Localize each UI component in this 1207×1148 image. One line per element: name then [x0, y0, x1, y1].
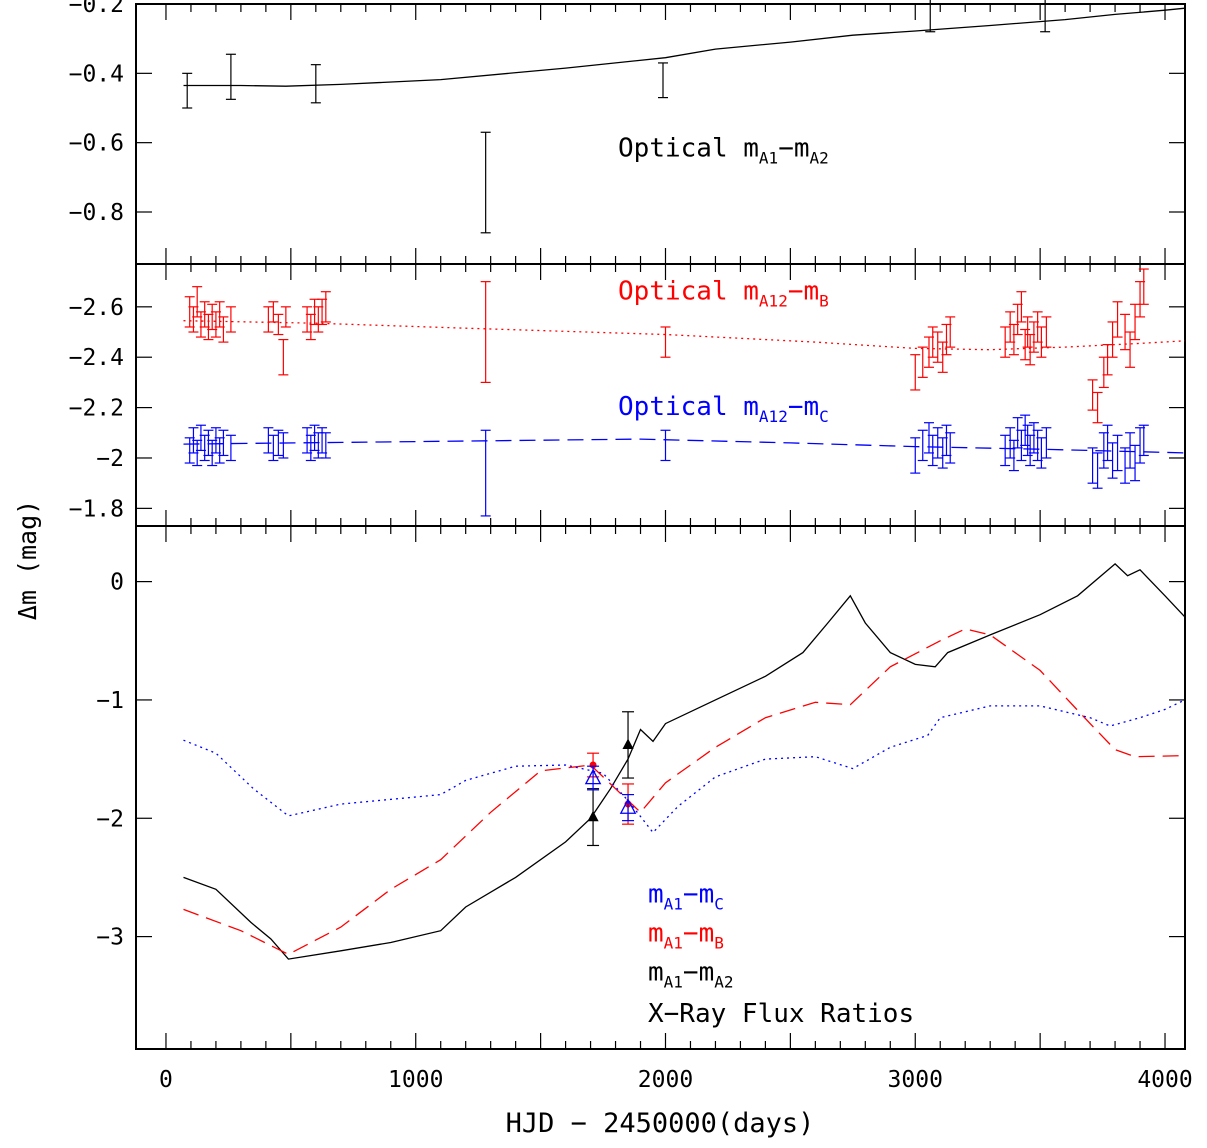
x-tick-label: 0: [159, 1067, 173, 1093]
y-tick-label-top: −0.4: [69, 61, 124, 87]
y-tick-label-middle: −1.8: [69, 496, 124, 522]
y-tick-label-middle: −2.2: [69, 396, 124, 422]
panel-label-bottom-2: mA1−mB: [648, 918, 724, 952]
y-tick-label-middle: −2: [96, 446, 124, 472]
series-line-top-0: [183, 7, 1186, 87]
panel-label-bottom-3: mA1−mC: [648, 879, 724, 913]
y-tick-label-top: −0.8: [69, 200, 124, 226]
panel-frame-bottom: [135, 525, 1186, 1050]
y-tick-label-top: −0.6: [69, 131, 124, 157]
data-point-0: [587, 810, 599, 822]
y-tick-label-bottom: 0: [110, 570, 124, 596]
x-tick-label: 1000: [388, 1067, 443, 1093]
series-line-bottom-0: [183, 563, 1186, 960]
data-point-0: [622, 738, 634, 750]
panel-label-top-0: Optical mA1−mA2: [618, 134, 829, 168]
plot-layer: −0.2 −0.4 −0.6 −0.8 Optical mA1−mA2 −2.6 −2.4 −…: [69, 0, 1193, 1093]
y-tick-label-middle: −2.6: [69, 295, 124, 321]
panel-label-bottom-0: X−Ray Flux Ratios: [648, 999, 914, 1029]
panel-label-middle-0: Optical mA12−mB: [618, 276, 829, 310]
x-tick-label: 4000: [1137, 1067, 1192, 1093]
y-tick-label-bottom: −1: [96, 688, 124, 714]
x-tick-label: 3000: [888, 1067, 943, 1093]
panel-label-bottom-1: mA1−mA2: [648, 957, 734, 991]
data-point-2: [619, 798, 637, 814]
y-axis-title: Δm (mag): [13, 500, 42, 620]
y-tick-label-top: −0.2: [69, 0, 124, 18]
series-line-bottom-2: [183, 699, 1186, 834]
data-point-2: [584, 768, 602, 785]
y-tick-label-bottom: −3: [96, 925, 124, 951]
series-line-bottom-1: [183, 628, 1186, 956]
x-tick-label: 2000: [638, 1067, 693, 1093]
series-line-middle-1: [183, 438, 1186, 454]
x-axis-title: HJD − 2450000(days): [506, 1108, 815, 1139]
y-tick-label-middle: −2.4: [69, 345, 124, 371]
y-tick-label-bottom: −2: [96, 806, 124, 832]
panel-label-middle-1: Optical mA12−mC: [618, 392, 829, 426]
series-line-middle-0: [183, 320, 1186, 351]
